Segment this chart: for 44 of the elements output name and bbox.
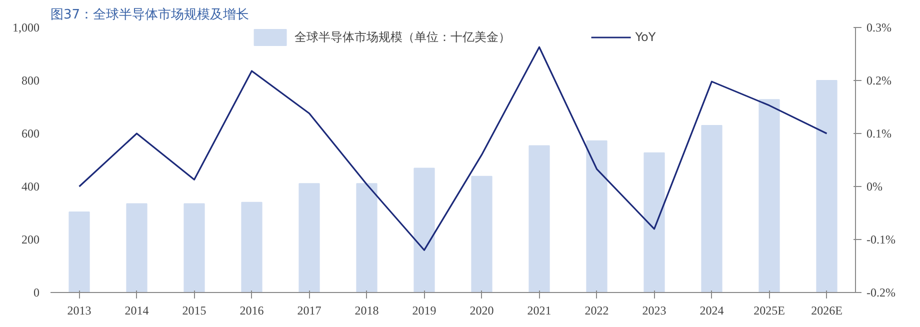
- bar: [356, 183, 378, 292]
- line-series: [78, 46, 828, 251]
- x-tick-label: 2020: [470, 304, 494, 318]
- x-tick-label: 2017: [297, 304, 322, 318]
- y-tick-label: 800: [22, 74, 40, 88]
- bar: [816, 80, 838, 292]
- x-tick-label: 2019: [412, 304, 436, 318]
- x-tick-label: 2018: [354, 304, 379, 318]
- bar: [528, 145, 550, 292]
- x-tick-label: 2026E: [811, 304, 842, 318]
- bar: [184, 203, 205, 292]
- bar: [644, 152, 665, 292]
- legend-label: 全球半导体市场规模（单位：十亿美金）: [294, 28, 510, 46]
- x-tick-label: 2014: [124, 304, 149, 318]
- bar: [414, 168, 435, 292]
- y2-tick-label: 0%: [866, 180, 882, 194]
- legend-label: YoY: [635, 30, 656, 44]
- chart-title: 图37：全球半导体市场规模及增长: [50, 8, 250, 22]
- x-tick-label: 2025E: [754, 304, 785, 318]
- bar: [68, 211, 90, 292]
- y2-tick-label: 0.3%: [866, 20, 892, 34]
- y-tick-label: 0: [34, 286, 40, 300]
- x-tick-label: 2015: [182, 304, 206, 318]
- bar: [471, 176, 492, 292]
- x-tick-label: 2022: [584, 304, 609, 318]
- x-tick-label: 2024: [700, 304, 724, 318]
- bar: [701, 125, 722, 292]
- y2-tick-label: 0.1%: [866, 126, 892, 140]
- y2-tick-label: -0.2%: [866, 286, 896, 300]
- bar: [758, 99, 780, 292]
- bar: [126, 203, 148, 292]
- bar: [298, 183, 320, 292]
- y-tick-label: 400: [22, 180, 40, 194]
- x-tick-label: 2021: [527, 304, 552, 318]
- bar: [241, 202, 262, 292]
- y2-tick-label: -0.1%: [866, 232, 896, 246]
- y-tick-label: 200: [22, 232, 40, 246]
- x-tick-label: 2023: [642, 304, 666, 318]
- y-tick-label: 600: [22, 126, 40, 140]
- x-tick-label: 2016: [240, 304, 264, 318]
- y-tick-label: 1,000: [12, 20, 40, 34]
- y2-tick-label: 0.2%: [866, 74, 892, 88]
- x-tick-label: 2013: [67, 304, 92, 318]
- bar: [586, 140, 608, 292]
